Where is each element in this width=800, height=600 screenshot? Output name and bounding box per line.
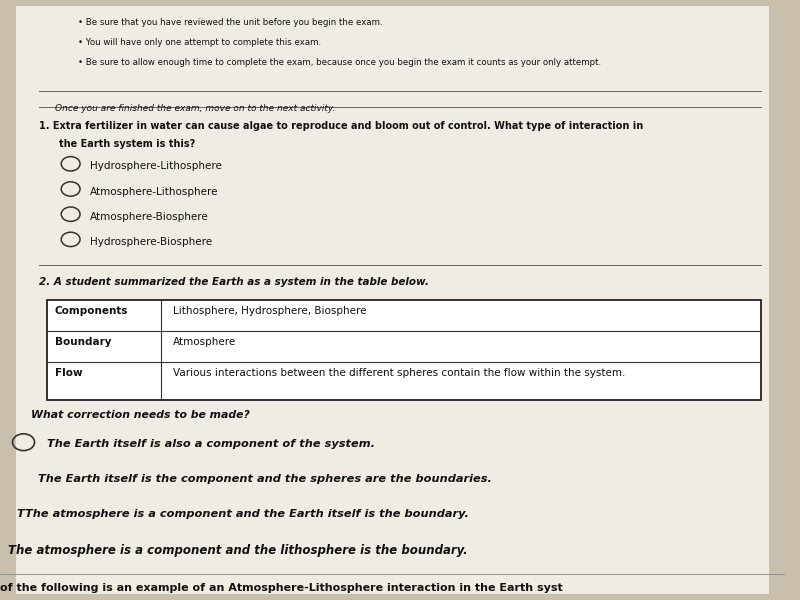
FancyBboxPatch shape: [16, 6, 769, 594]
Text: Lithosphere, Hydrosphere, Biosphere: Lithosphere, Hydrosphere, Biosphere: [173, 306, 366, 316]
Text: Atmosphere: Atmosphere: [173, 337, 236, 347]
Text: Various interactions between the different spheres contain the flow within the s: Various interactions between the differe…: [173, 368, 625, 379]
Text: Hydrosphere-Biosphere: Hydrosphere-Biosphere: [90, 237, 212, 247]
Text: Atmosphere-Biosphere: Atmosphere-Biosphere: [90, 212, 209, 222]
Text: 2. A student summarized the Earth as a system in the table below.: 2. A student summarized the Earth as a s…: [39, 277, 430, 287]
Text: TThe atmosphere is a component and the Earth itself is the boundary.: TThe atmosphere is a component and the E…: [18, 509, 469, 519]
Text: 1. Extra fertilizer in water can cause algae to reproduce and bloom out of contr: 1. Extra fertilizer in water can cause a…: [39, 121, 643, 131]
Text: Boundary: Boundary: [55, 337, 111, 347]
Text: Flow: Flow: [55, 368, 82, 379]
Text: Components: Components: [55, 306, 129, 316]
Text: the Earth system is this?: the Earth system is this?: [59, 139, 195, 149]
Text: Hydrosphere-Lithosphere: Hydrosphere-Lithosphere: [90, 161, 222, 172]
Text: of the following is an example of an Atmosphere-Lithosphere interaction in the E: of the following is an example of an Atm…: [0, 583, 562, 593]
Text: The atmosphere is a component and the lithosphere is the boundary.: The atmosphere is a component and the li…: [8, 544, 467, 557]
Text: What correction needs to be made?: What correction needs to be made?: [31, 410, 250, 421]
Text: Once you are finished the exam, move on to the next activity.: Once you are finished the exam, move on …: [55, 104, 335, 113]
Text: • Be sure to allow enough time to complete the exam, because once you begin the : • Be sure to allow enough time to comple…: [78, 58, 602, 67]
Text: • Be sure that you have reviewed the unit before you begin the exam.: • Be sure that you have reviewed the uni…: [78, 18, 383, 27]
Text: • You will have only one attempt to complete this exam.: • You will have only one attempt to comp…: [78, 38, 322, 47]
Bar: [47, 300, 762, 400]
Text: The Earth itself is the component and the spheres are the boundaries.: The Earth itself is the component and th…: [38, 474, 491, 484]
Text: Atmosphere-Lithosphere: Atmosphere-Lithosphere: [90, 187, 218, 197]
Text: The Earth itself is also a component of the system.: The Earth itself is also a component of …: [47, 439, 375, 449]
